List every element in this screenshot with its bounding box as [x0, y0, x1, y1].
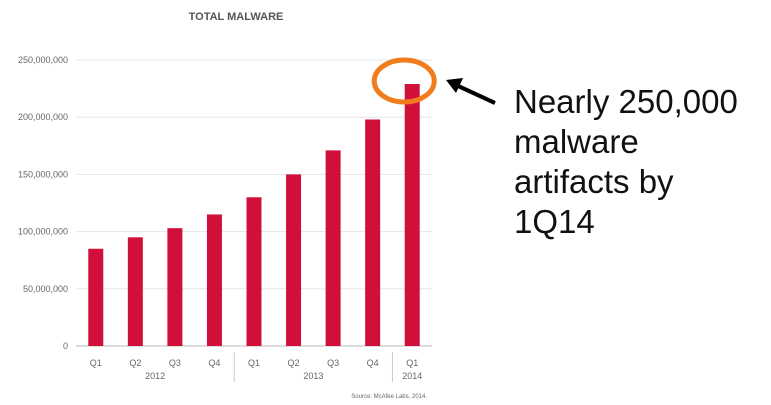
bar — [167, 228, 183, 346]
y-axis-ticks: 0 50,000,000 100,000,000 150,000,000 200,000… — [18, 55, 68, 351]
x-tick-label: Q1 — [406, 358, 418, 368]
x-tick-label: Q1 — [90, 358, 102, 368]
year-groups: 2012 2013 2014 — [145, 352, 422, 382]
group-label: 2012 — [145, 371, 165, 381]
callout-line-1: Nearly 250,000 — [514, 83, 738, 120]
y-tick-label: 0 — [63, 341, 68, 351]
x-tick-label: Q1 — [248, 358, 260, 368]
bar — [246, 197, 262, 346]
x-tick-label: Q4 — [208, 358, 220, 368]
group-label: 2013 — [303, 371, 323, 381]
bar — [88, 248, 104, 346]
x-axis-ticks: Q1 Q2 Q3 Q4 Q1 Q2 Q3 Q4 Q1 — [90, 358, 418, 368]
bar — [286, 174, 302, 346]
callout-line-3: artifacts by — [514, 163, 674, 200]
group-label: 2014 — [402, 371, 422, 381]
arrow-head — [446, 78, 463, 93]
callout-annotation — [371, 57, 496, 105]
x-tick-label: Q2 — [129, 358, 141, 368]
bar — [206, 214, 222, 346]
x-tick-label: Q3 — [169, 358, 181, 368]
bar — [404, 84, 420, 347]
x-tick-label: Q3 — [327, 358, 339, 368]
y-tick-label: 50,000,000 — [23, 284, 68, 294]
bars — [88, 84, 420, 347]
bar — [127, 237, 143, 346]
callout-line-4: 1Q14 — [514, 203, 595, 240]
y-tick-label: 100,000,000 — [18, 227, 68, 237]
y-tick-label: 150,000,000 — [18, 169, 68, 179]
x-tick-label: Q4 — [367, 358, 379, 368]
callout-line-2: malware — [514, 123, 639, 160]
highlight-circle — [371, 57, 437, 105]
bar — [365, 119, 381, 346]
source-note: Source: McAfee Labs, 2014. — [351, 394, 427, 400]
y-tick-label: 250,000,000 — [18, 55, 68, 65]
y-tick-label: 200,000,000 — [18, 112, 68, 122]
arrow-shaft — [455, 83, 496, 105]
chart-title: TOTAL MALWARE — [189, 11, 284, 23]
bar — [325, 150, 341, 346]
x-tick-label: Q2 — [288, 358, 300, 368]
callout-text: Nearly 250,000 malware artifacts by 1Q14 — [514, 82, 764, 242]
